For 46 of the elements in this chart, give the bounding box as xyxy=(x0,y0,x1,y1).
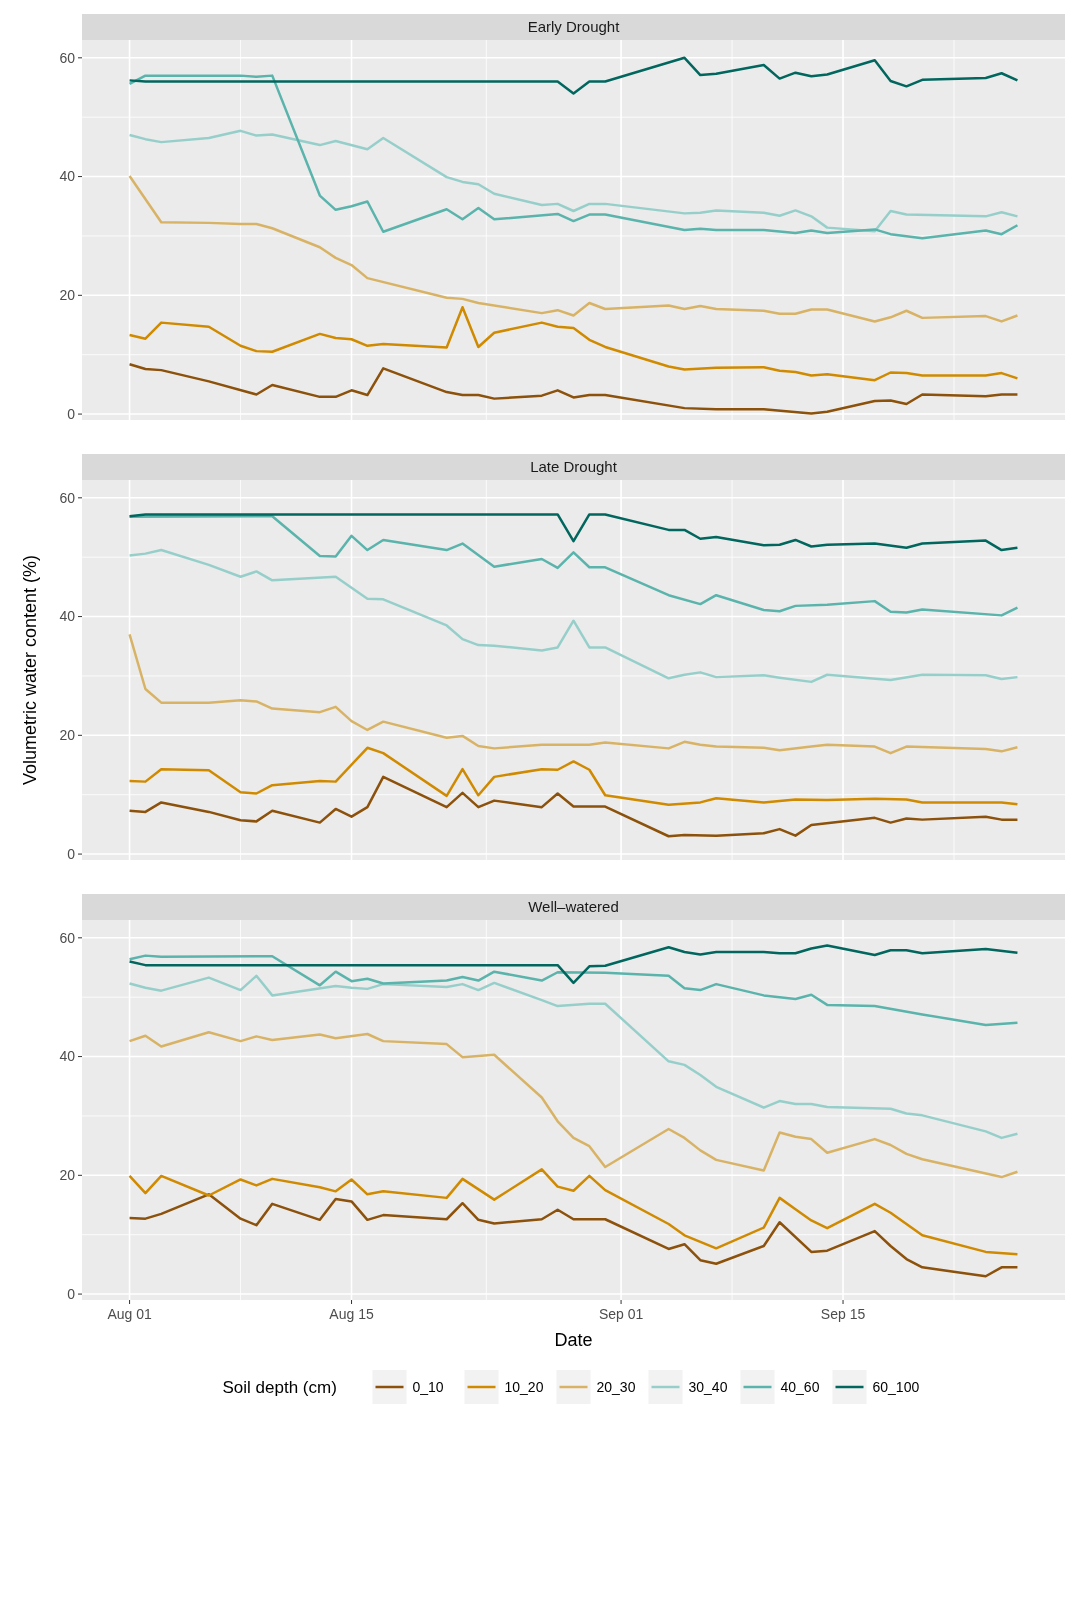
x-tick-label: Aug 01 xyxy=(107,1306,152,1322)
x-tick-label: Aug 15 xyxy=(329,1306,374,1322)
line-series xyxy=(128,513,1019,552)
chart-title: Well–watered xyxy=(528,898,619,916)
line-series xyxy=(128,954,1019,1027)
line-series xyxy=(128,305,1019,382)
y-tick-label: 60 xyxy=(59,49,76,66)
line-series xyxy=(128,1030,1019,1179)
line-series xyxy=(128,633,1019,755)
legend-label: 60_100 xyxy=(872,1378,920,1395)
y-tick-label: 40 xyxy=(59,168,76,185)
y-tick-label: 60 xyxy=(59,489,76,506)
chart-title: Early Drought xyxy=(527,18,621,36)
line-series xyxy=(128,775,1019,838)
line-series xyxy=(128,1168,1019,1256)
legend-label: 30_40 xyxy=(688,1378,728,1395)
legend-label: 40_60 xyxy=(780,1378,820,1395)
x-axis-title: Date xyxy=(554,1330,593,1350)
y-axis-title: Volumetric water content (%) xyxy=(20,554,40,786)
line-series xyxy=(128,1193,1019,1278)
y-tick-label: 20 xyxy=(59,727,76,744)
line-series xyxy=(128,56,1019,95)
y-tick-label: 40 xyxy=(59,1048,76,1065)
line-series xyxy=(128,974,1019,1140)
y-tick-label: 60 xyxy=(59,929,76,946)
line-series xyxy=(128,514,1019,617)
line-series xyxy=(128,174,1019,323)
legend-label: 10_20 xyxy=(504,1378,544,1395)
y-tick-label: 40 xyxy=(59,608,76,625)
y-tick-label: 20 xyxy=(59,1167,76,1184)
y-tick-label: 0 xyxy=(67,1285,76,1302)
line-series xyxy=(128,74,1019,240)
legend-label: 20_30 xyxy=(596,1378,636,1395)
y-tick-label: 0 xyxy=(67,405,76,422)
line-series xyxy=(128,548,1019,684)
line-series xyxy=(128,129,1019,233)
y-tick-label: 20 xyxy=(59,287,76,304)
legend-title: Soil depth (cm) xyxy=(222,1377,337,1397)
line-series xyxy=(128,944,1019,985)
legend-label: 0_10 xyxy=(412,1378,444,1395)
y-tick-label: 0 xyxy=(67,845,76,862)
chart-title: Late Drought xyxy=(530,458,618,476)
line-series xyxy=(128,746,1019,807)
x-tick-label: Sep 15 xyxy=(820,1306,866,1322)
x-tick-label: Sep 01 xyxy=(598,1306,644,1322)
line-series xyxy=(128,362,1019,415)
